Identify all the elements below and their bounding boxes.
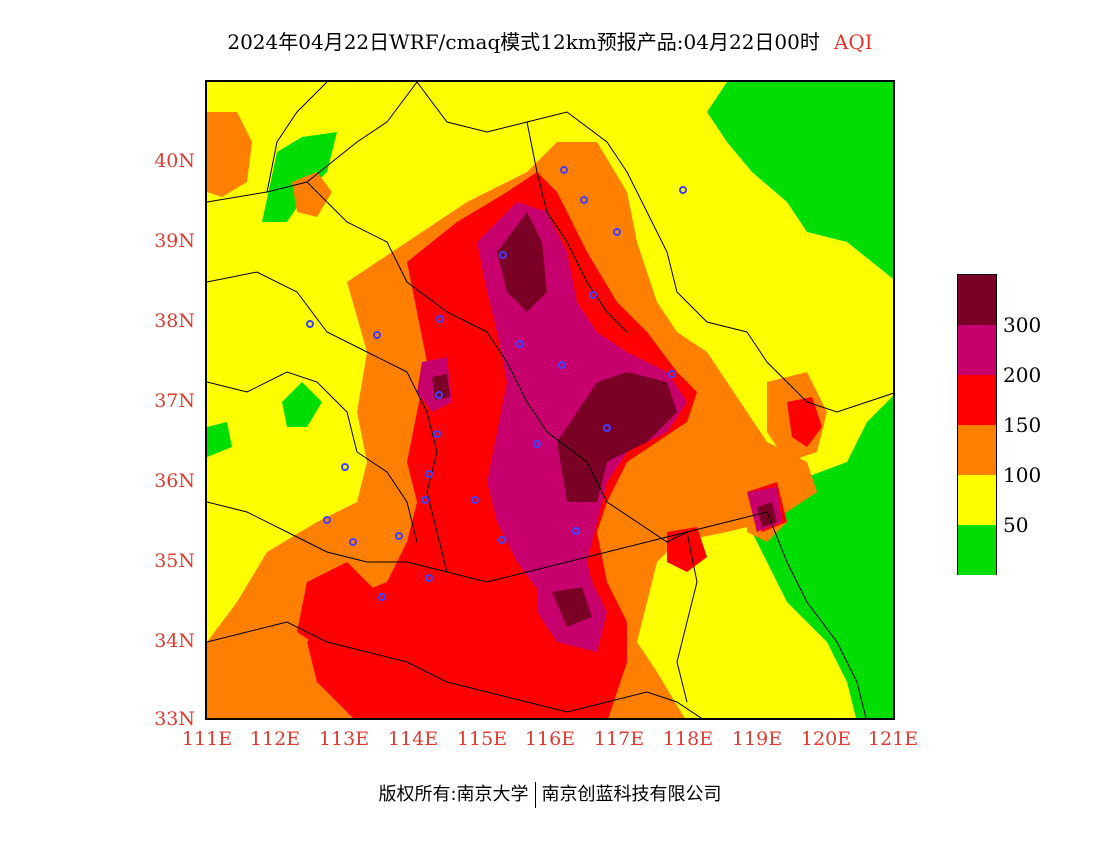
zone-good-northwest [262,132,337,222]
station-marker [603,424,611,432]
station-marker [395,532,403,540]
legend-swatch-unhealthy [958,375,996,425]
lon-label-112e: 112E [249,728,301,750]
station-marker [425,470,433,478]
zone-moderate-bohai [647,232,893,382]
zone-good-east-sea [707,82,893,718]
copyright-owner: 版权所有:南京大学 [378,784,529,805]
aqi-legend [957,274,997,575]
station-marker [349,538,357,546]
zone-usg-northwest [207,112,252,197]
lat-label-35n: 35N [154,550,195,572]
zone-hazardous-coast [757,502,777,527]
lon-label-118e: 118E [662,728,714,750]
legend-label-200: 200 [1003,363,1042,387]
zone-unhealthy-south [297,562,377,652]
station-marker [471,496,479,504]
province-boundaries [207,82,893,718]
legend-swatch-hazardous [958,275,996,325]
station-marker [679,186,687,194]
copyright-footer: 版权所有:南京大学 南京创蓝科技有限公司 [0,780,1100,808]
copyright-company: 南京创蓝科技有限公司 [541,784,722,805]
map-title: 2024年04月22日WRF/cmaq模式12km预报产品:04月22日00时 A… [0,26,1100,55]
lat-label-34n: 34N [154,630,195,652]
legend-label-150: 150 [1003,413,1042,437]
lon-label-116e: 116E [524,728,576,750]
lat-label-39n: 39N [154,230,195,252]
station-marker [433,430,441,438]
station-marker [560,166,568,174]
station-marker [516,340,524,348]
station-marker [589,291,597,299]
station-marker [425,574,433,582]
legend-swatch-very-unhealthy [958,325,996,375]
station-marker [580,196,588,204]
zone-hazardous-north [497,212,547,312]
lon-label-120e: 120E [800,728,852,750]
station-markers [306,166,687,601]
legend-swatch-good [958,525,996,575]
station-marker [373,331,381,339]
station-marker [499,251,507,259]
zone-unhealthy-southeast [667,527,707,572]
legend-label-50: 50 [1003,513,1029,537]
zone-good-west-edge [207,422,232,457]
lon-label-117e: 117E [593,728,645,750]
map-title-main: 2024年04月22日WRF/cmaq模式12km预报产品:04月22日00时 [227,30,820,54]
legend-label-300: 300 [1003,313,1042,337]
lon-label-115e: 115E [456,728,508,750]
lon-label-119e: 119E [731,728,783,750]
zone-hazardous-central [557,372,677,502]
zone-hazardous-south [552,587,592,627]
zone-unhealthy-north-east [787,397,822,447]
station-marker [558,361,566,369]
legend-swatch-moderate [958,475,996,525]
station-marker [435,391,443,399]
station-marker [533,440,541,448]
aqi-map-canvas [207,82,893,718]
copyright-separator [534,782,536,808]
lon-label-111e: 111E [181,728,233,750]
map-title-variable: AQI [833,30,873,54]
station-marker [323,516,331,524]
lon-label-121e: 121E [867,728,919,750]
lon-label-113e: 113E [318,728,370,750]
station-marker [306,320,314,328]
lat-label-40n: 40N [154,150,195,172]
station-marker [341,463,349,471]
station-marker [668,370,676,378]
legend-label-100: 100 [1003,463,1042,487]
zone-good-west [282,382,322,427]
legend-swatch-usg [958,425,996,475]
station-marker [378,593,386,601]
station-marker [613,228,621,236]
station-marker [436,315,444,323]
lat-label-37n: 37N [154,390,195,412]
station-marker [572,527,580,535]
lat-label-36n: 36N [154,470,195,492]
lat-label-33n: 33N [154,708,195,730]
station-marker [421,496,429,504]
lat-label-38n: 38N [154,310,195,332]
station-marker [498,536,506,544]
aqi-map [205,80,895,720]
lon-label-114e: 114E [387,728,439,750]
